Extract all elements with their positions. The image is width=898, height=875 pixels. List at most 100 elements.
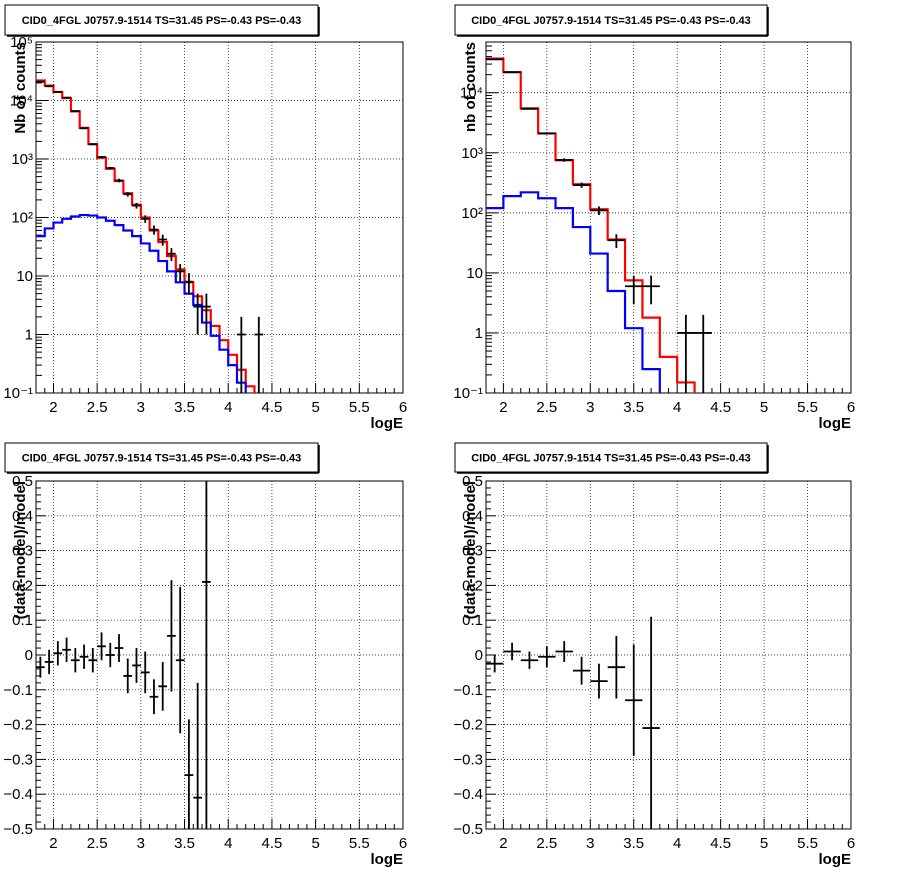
y-tick-label: 10² [11,210,33,227]
data-point [62,96,71,99]
plot-area [486,57,712,393]
data-point [555,158,573,162]
x-tick-label: 3 [586,399,594,416]
y-tick-label: −0.3 [453,751,483,768]
y-tick-label: 0 [25,647,33,664]
data-point [114,634,124,662]
x-axis-label: logE [819,415,852,432]
x-tick-label: 4.5 [710,835,731,852]
y-tick-label: 10⁻¹ [453,385,483,402]
data-point [590,663,608,699]
data-point [677,314,695,393]
y-tick-label: 1 [25,327,33,344]
data-point [123,658,133,694]
data-point [625,275,643,305]
y-tick-label: 0.4 [12,508,33,525]
y-tick-label: −0.4 [3,786,33,803]
chart-panel-4: 2 2.5 3 3.5 4 4.5 5 5.5 6 −0.5 −0.4 −0.3 −0.2 −0.1 0 0.… [453,442,855,868]
y-tick-label: −0.5 [453,821,483,838]
data-point [140,651,150,694]
data-point [149,225,159,235]
data-point [572,182,591,188]
x-tick-label: 5.5 [797,835,818,852]
chart-title: CID0_4FGL J0757.9-1514 TS=31.45 PS=-0.43… [471,15,751,27]
x-tick-label: 4.5 [261,835,282,852]
data-point [88,143,98,146]
plot-frame [485,41,852,394]
data-point [105,166,115,170]
y-axis-label: (data-model)/model [12,481,29,619]
x-tick-label: 5 [311,835,319,852]
x-tick-label: 3 [137,399,145,416]
data-point [520,107,539,110]
data-point [184,719,194,829]
data-point [175,264,185,282]
x-tick-label: 4 [673,835,681,852]
data-point [123,192,133,197]
y-tick-label: 10³ [461,145,483,162]
y-tick-label: 0.2 [12,577,33,594]
y-axis-label: nb of counts [462,42,479,132]
x-tick-label: 6 [847,835,855,852]
y-tick-label: −0.1 [453,682,483,699]
data-point [625,644,643,756]
data-point [184,273,194,295]
data-point [572,656,591,685]
model-histogram-line [36,213,247,393]
data-point [642,616,660,829]
x-axis-label: logE [819,851,852,868]
plot-area [36,79,264,393]
data-point [555,641,573,662]
chart-title: CID0_4FGL J0757.9-1514 TS=31.45 PS=-0.43… [22,453,302,465]
data-point [236,316,246,393]
title-box [454,4,768,36]
data-point [53,91,63,93]
y-tick-label: 10⁻¹ [3,385,33,402]
x-tick-label: 6 [399,835,407,852]
data-point [193,682,203,829]
chart-panel-1: 2 2.5 3 3.5 4 4.5 5 5.5 6 10⁻¹ 1 10 10² 10³ 10⁴ 10⁵ logE… [3,4,407,432]
data-point [132,648,141,683]
data-point [88,648,98,673]
x-tick-label: 5.5 [797,399,818,416]
data-point [538,132,556,135]
y-tick-label: −0.2 [3,717,33,734]
y-tick-label: 0.5 [12,473,33,490]
x-tick-label: 2.5 [87,835,108,852]
x-tick-label: 3.5 [623,399,644,416]
x-tick-label: 4 [224,835,232,852]
data-point [590,206,608,216]
y-tick-label: 0 [475,647,483,664]
data-point [79,127,89,130]
data-point [70,110,80,112]
data-point [53,641,63,666]
y-tick-label: −0.5 [3,821,33,838]
x-tick-label: 4 [673,399,681,416]
y-tick-label: 1 [475,325,483,342]
data-point [175,587,185,734]
data-point [132,202,141,209]
y-tick-label: 0.3 [12,543,33,560]
x-tick-label: 2 [49,399,57,416]
y-tick-label: 10⁴ [10,93,33,110]
data-point [97,156,106,159]
x-tick-label: 2.5 [87,399,108,416]
data-point [202,481,211,829]
y-tick-label: 0.2 [462,577,483,594]
data-point [607,635,626,699]
x-tick-label: 3 [137,835,145,852]
model-histogram-line [486,191,661,393]
y-tick-label: 10² [461,205,483,222]
x-tick-label: 5 [311,399,319,416]
data-point [503,71,521,74]
x-tick-label: 3.5 [174,399,195,416]
data-point [114,178,124,183]
x-tick-label: 2 [49,835,57,852]
plot-area [486,616,660,829]
y-tick-label: −0.4 [453,786,483,803]
data-point [140,215,150,223]
data-point [167,580,176,692]
title-box [4,442,319,473]
y-tick-label: 10 [16,268,33,285]
data-point [158,234,168,246]
